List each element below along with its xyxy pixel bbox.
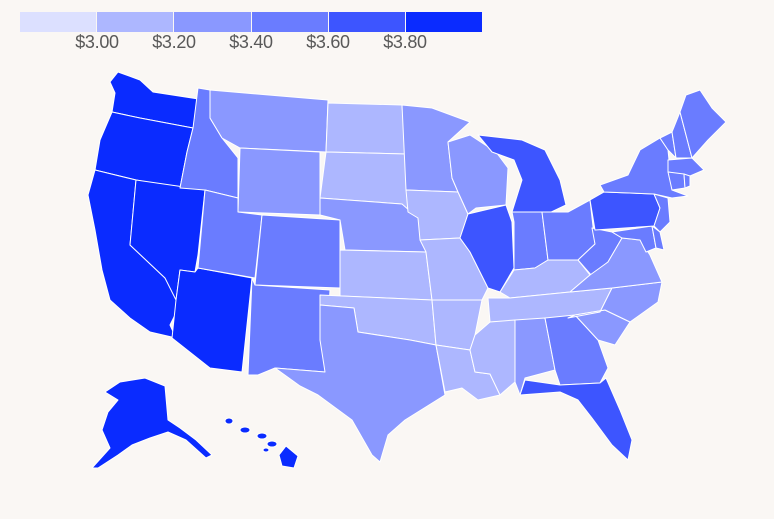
legend-tick-label: $3.60	[306, 32, 350, 52]
state-WI[interactable]	[447, 134, 509, 215]
legend-swatch-4	[251, 12, 329, 32]
state-AZ[interactable]	[171, 267, 253, 373]
state-ID[interactable]	[179, 87, 239, 199]
state-MA[interactable]	[667, 157, 705, 177]
state-NM[interactable]	[247, 277, 331, 376]
state-WY[interactable]	[237, 147, 321, 216]
state-CO[interactable]	[254, 214, 341, 289]
state-AK[interactable]	[91, 377, 213, 469]
legend-swatch-2	[97, 12, 175, 32]
state-NJ[interactable]	[653, 193, 671, 233]
legend-tick-label: $3.00	[75, 32, 119, 52]
legend-swatch-1	[20, 12, 98, 32]
legend-swatch-6	[405, 12, 483, 32]
state-RI[interactable]	[683, 173, 691, 189]
legend-tick-label: $3.80	[383, 32, 427, 52]
state-PA[interactable]	[589, 191, 661, 231]
legend-tick-label: $3.20	[152, 32, 196, 52]
state-HI[interactable]	[224, 417, 299, 469]
state-KS[interactable]	[339, 249, 433, 301]
state-ME[interactable]	[679, 89, 727, 159]
state-MT[interactable]	[209, 89, 329, 153]
legend-tick-label: $3.40	[229, 32, 273, 52]
legend-color-bar	[20, 12, 483, 32]
legend-swatch-5	[328, 12, 406, 32]
state-NC[interactable]	[567, 281, 663, 323]
state-ND[interactable]	[325, 102, 407, 155]
color-legend: $3.00 $3.20 $3.40 $3.60 $3.80	[20, 12, 483, 56]
legend-swatch-3	[174, 12, 252, 32]
state-FL[interactable]	[519, 377, 633, 461]
state-TX[interactable]	[274, 304, 446, 463]
